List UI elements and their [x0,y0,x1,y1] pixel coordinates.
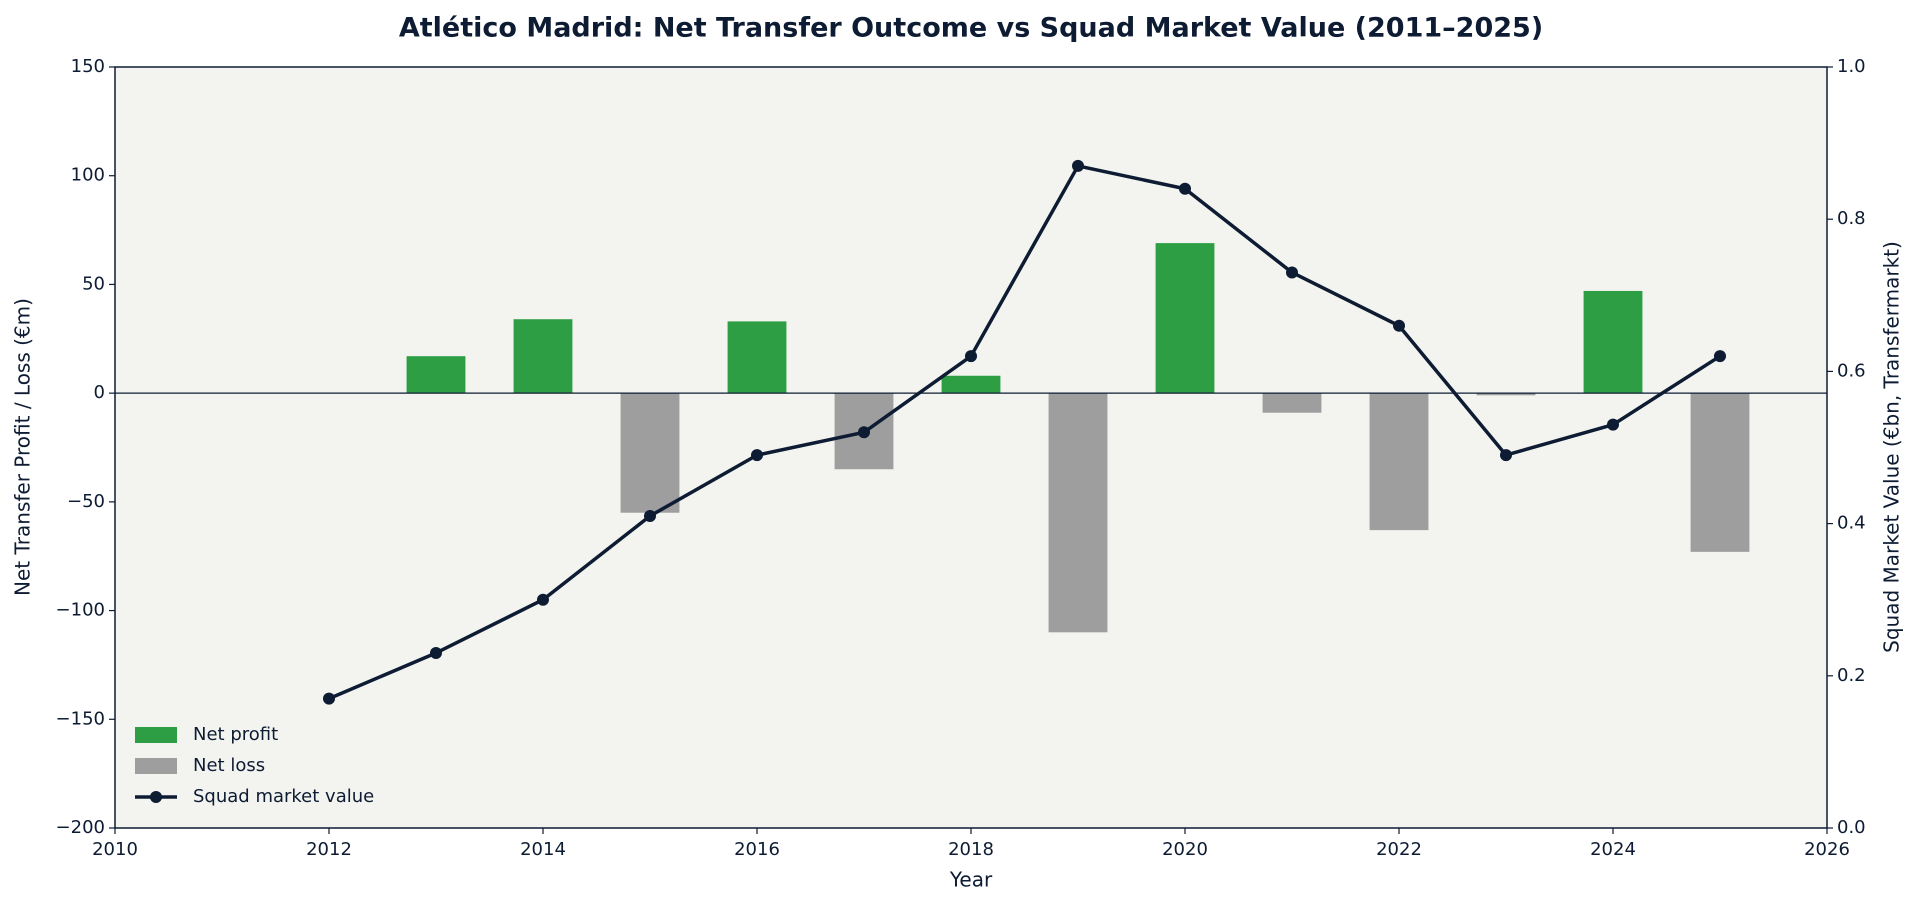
y-tick-label: −200 [56,817,105,838]
marker [537,593,549,606]
marker [1500,449,1512,462]
marker [1393,319,1405,332]
marker [644,509,656,522]
x-tick-label: 2014 [520,839,566,860]
x-tick-label: 2022 [1376,839,1422,860]
x-tick-label: 2012 [306,839,352,860]
bar [1048,393,1108,633]
legend-label: Net profit [193,724,278,745]
legend-swatch [135,727,177,743]
plot-frame [114,66,1828,829]
bar [513,319,573,394]
y-tick-label: −100 [56,600,105,621]
y-axis-label: Net Transfer Profit / Loss (€m) [11,298,35,596]
y2-tick-label: 1.0 [1837,56,1866,77]
line [328,164,1721,701]
legend-label: Net loss [193,755,265,776]
y2-tick-label: 0.4 [1837,513,1866,534]
y2-tick-label: 0.6 [1837,360,1866,381]
marker [323,692,335,705]
x-axis-label: Year [949,868,993,892]
marker [965,350,977,363]
y-tick-label: −150 [56,708,105,729]
bar [1262,393,1322,413]
x-tick-label: 2018 [948,839,994,860]
legend-swatch [135,758,177,774]
x-tick-label: 2010 [92,839,138,860]
y2-axis-label: Squad Market Value (€bn, Transfermarkt) [1880,241,1904,653]
x-tick-label: 2016 [734,839,780,860]
x-tick-label: 2026 [1804,839,1850,860]
bar [1583,290,1643,394]
marker [858,426,870,439]
bar [1369,393,1429,531]
y-tick-label: −50 [67,491,105,512]
y2-tick-label: 0.8 [1837,208,1866,229]
marker [1286,266,1298,279]
marker [751,449,763,462]
y-tick-label: 0 [94,382,105,403]
y2-tick-label: 0.2 [1837,665,1866,686]
marker [1607,418,1619,431]
bar [941,375,1001,394]
bar [1690,393,1750,552]
bar [406,356,466,394]
x-tick-label: 2020 [1162,839,1208,860]
y-tick-label: 50 [82,273,105,294]
legend-label: Squad market value [193,786,374,807]
y-tick-label: 100 [71,165,105,186]
marker [1072,159,1084,172]
bar [1476,393,1536,396]
bar [727,321,787,394]
legend-swatch-marker [150,791,162,803]
marker [430,646,442,659]
plot-background [115,67,1827,828]
x-tick-label: 2024 [1590,839,1636,860]
bar [620,393,680,513]
marker [1179,182,1191,195]
marker [1714,350,1726,363]
y2-tick-label: 0.0 [1837,817,1866,838]
chart-title: Atlético Madrid: Net Transfer Outcome vs… [399,13,1543,44]
bar [1155,243,1215,394]
y-tick-label: 150 [71,56,105,77]
